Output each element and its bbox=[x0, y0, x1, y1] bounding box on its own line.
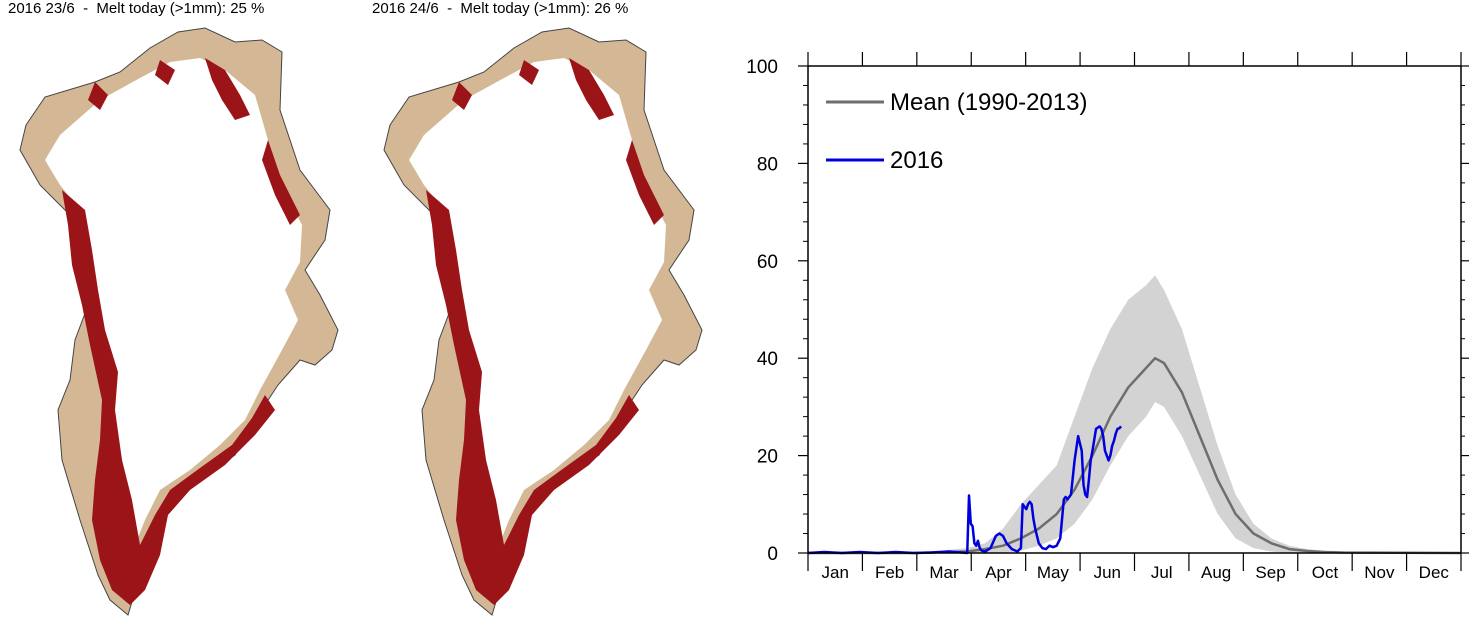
x-tick-label: Dec bbox=[1419, 563, 1450, 582]
map-label: Melt today (>1mm): bbox=[96, 0, 227, 17]
legend-label-mean: Mean (1990-2013) bbox=[890, 89, 1087, 116]
map-date: 2016 24/6 bbox=[372, 0, 439, 17]
map-value: 25 % bbox=[230, 0, 265, 17]
chart-legend: Mean (1990-2013) 2016 bbox=[826, 89, 1087, 174]
map-date: 2016 23/6 bbox=[8, 0, 75, 17]
greenland-map-2 bbox=[384, 28, 702, 615]
mean-range-area bbox=[808, 275, 1461, 553]
x-tick-label: Feb bbox=[875, 563, 904, 582]
x-tick-label: Mar bbox=[929, 563, 959, 582]
x-tick-label: Aug bbox=[1201, 563, 1231, 582]
series-2016 bbox=[807, 425, 1123, 555]
x-tick-label: Jul bbox=[1151, 563, 1173, 582]
y-tick-label: 60 bbox=[757, 252, 778, 273]
series-2016-line bbox=[807, 425, 1123, 555]
y-tick-label: 40 bbox=[757, 349, 778, 370]
x-tick-label: Jan bbox=[821, 563, 848, 582]
y-tick-label: 20 bbox=[757, 447, 778, 468]
map-label: Melt today (>1mm): bbox=[460, 0, 591, 17]
melt-chart: 0 20 40 60 80 100 Jan Feb Mar Apr May Jun Jul Aug Sep O… bbox=[746, 52, 1469, 582]
map-value: 26 % bbox=[594, 0, 629, 17]
mean-range-band bbox=[808, 275, 1461, 553]
y-tick-label: 80 bbox=[757, 154, 778, 175]
mean-series bbox=[808, 356, 1462, 555]
map-title-1: 2016 23/6 - Melt today (>1mm): 25 % bbox=[8, 0, 265, 17]
map-title-2: 2016 24/6 - Melt today (>1mm): 26 % bbox=[372, 0, 629, 17]
x-tick-label: Oct bbox=[1312, 563, 1339, 582]
y-tick-label: 100 bbox=[746, 57, 778, 78]
x-tick-label: Sep bbox=[1255, 563, 1285, 582]
greenland-map-1 bbox=[20, 28, 338, 615]
mean-series-line bbox=[808, 356, 1462, 555]
chart-ticks: 0 20 40 60 80 100 Jan Feb Mar Apr May Jun Jul Aug Sep O… bbox=[746, 52, 1469, 582]
x-tick-label: Nov bbox=[1364, 563, 1395, 582]
x-tick-label: Apr bbox=[985, 563, 1012, 582]
x-tick-label: Jun bbox=[1094, 563, 1121, 582]
legend-label-2016: 2016 bbox=[890, 147, 943, 174]
y-tick-label: 0 bbox=[767, 544, 778, 565]
x-tick-label: May bbox=[1037, 563, 1070, 582]
